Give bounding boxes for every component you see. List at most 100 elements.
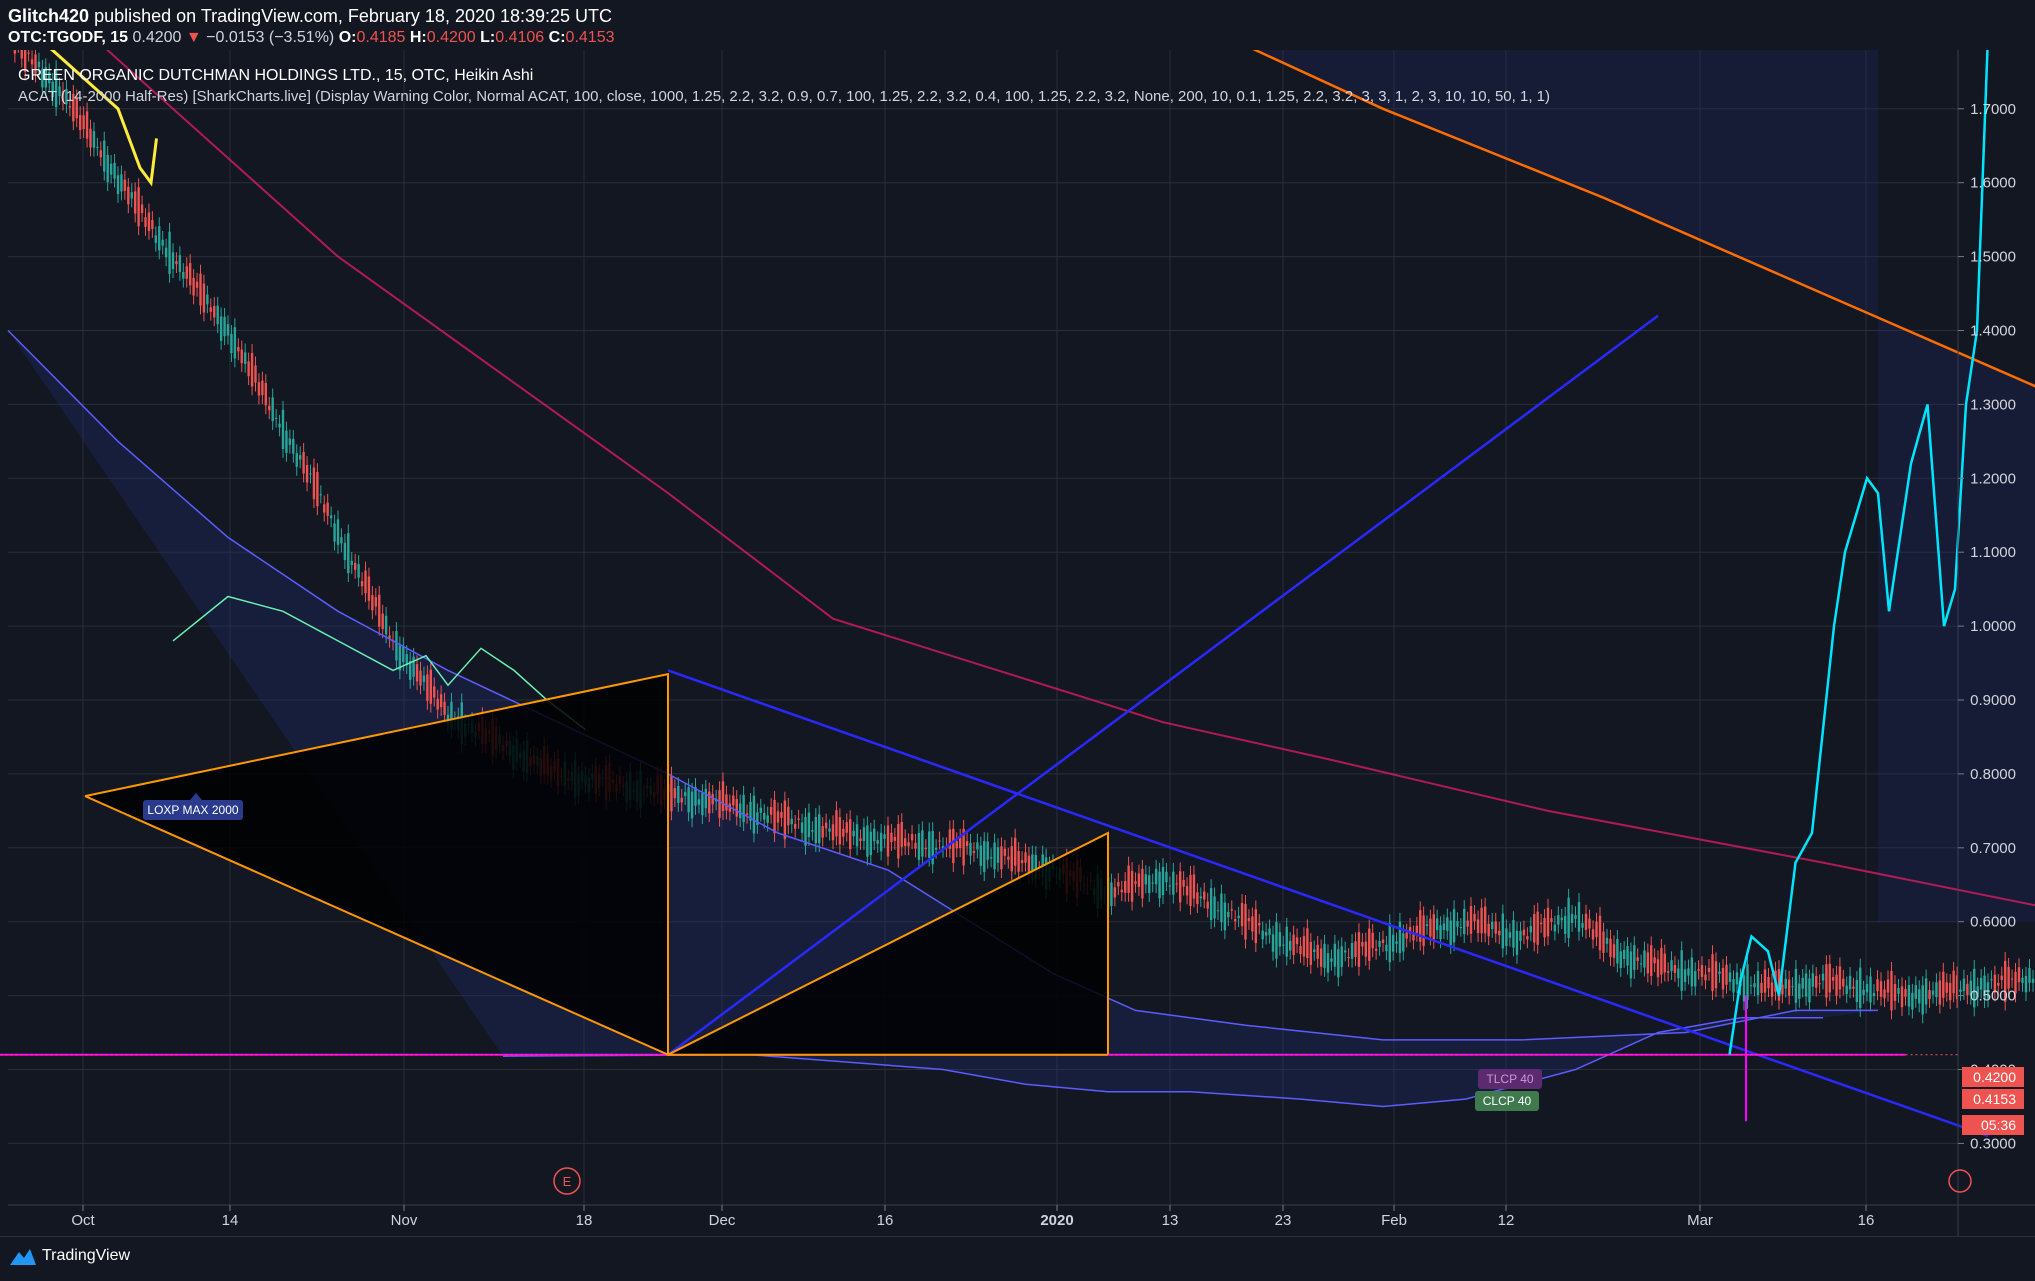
candle-body [381,614,383,630]
candle-body [1169,885,1171,886]
candle-body [1757,971,1759,995]
candle-body [894,837,896,841]
candle-body [1426,924,1428,926]
candle-body [1172,872,1174,895]
candle-body [684,792,686,796]
loxp-label: LOXP MAX 2000 [147,803,238,817]
candle-body [2021,978,2023,983]
candle-body [271,397,273,421]
candle-body [1310,942,1312,965]
candle-body [1839,966,1841,989]
candle-body [883,834,885,839]
candle-body [842,829,844,837]
candle-body [1296,937,1298,944]
candle-body [1399,922,1401,953]
candle-body [364,571,366,594]
low-value: 0.4106 [495,29,544,46]
candle-body [1932,991,1934,995]
study-title: GREEN ORGANIC DUTCHMAN HOLDINGS LTD., 15… [18,67,533,85]
last-price-tag: 0.4200 [1973,1069,2016,1085]
candle-body [1842,979,1844,987]
candle-body [1299,946,1301,954]
candle-body [1771,982,1773,996]
candle-body [1732,979,1734,992]
candle-body [1138,874,1140,887]
y-tick-label: 1.3000 [1970,396,2016,413]
candle-body [1805,973,1807,996]
candle-body [1564,916,1566,934]
candle-body [870,832,872,855]
candle-body [165,248,167,258]
candle-body [1650,945,1652,976]
x-tick-label: 18 [576,1212,593,1229]
candle-body [1210,888,1212,920]
candle-body [990,857,992,858]
candle-body [1829,964,1831,993]
y-tick-label: 1.6000 [1970,175,2016,192]
candle-body [1908,985,1910,1006]
candle-body [96,147,98,148]
earnings-label: E [563,1174,572,1189]
candle-body [1764,969,1766,992]
candle-body [897,824,899,859]
candle-body [763,813,765,820]
candle-body [182,272,184,279]
candle-body [859,838,861,841]
candle-body [1523,930,1525,936]
candle-body [93,131,95,147]
candle-body [1405,933,1407,939]
candle-body [196,282,198,288]
candle-body [828,828,830,831]
symbol-name[interactable]: OTC:TGODF, 15 [8,29,128,46]
candle-body [258,382,260,395]
candle-body [1928,990,1930,999]
candle-body [825,823,827,829]
candle-body [100,150,102,157]
candle-body [952,829,954,863]
candle-body [1422,915,1424,945]
candle-body [1021,860,1023,863]
candle-body [969,843,971,856]
candle-body [1708,968,1710,972]
candle-body [1234,919,1236,921]
clcp-label: CLCP 40 [1483,1094,1532,1108]
candle-body [282,410,284,449]
price-chart[interactable]: 1.80001.70001.60001.50001.40001.30001.20… [0,0,2035,1236]
candle-body [175,261,177,264]
candle-body [1684,969,1686,982]
candle-body [1248,918,1250,921]
candle-body [1990,979,1992,980]
candle-body [1303,936,1305,956]
candle-body [1561,918,1563,921]
candle-body [2018,967,2020,982]
candle-body [701,793,703,815]
candle-body [935,848,937,850]
candle-body [1114,887,1116,897]
candle-body [1653,957,1655,963]
candle-body [354,563,356,570]
x-tick-label: Mar [1687,1212,1713,1229]
candle-body [1220,893,1222,922]
candle-body [1911,993,1913,1010]
candle-body [1643,950,1645,967]
y-tick-label: 1.1000 [1970,544,2016,561]
candle-body [1946,982,1948,992]
candle-body [86,111,88,138]
candle-body [1505,928,1507,946]
candle-body [1997,983,1999,986]
candle-body [1736,972,1738,984]
indicator-legend[interactable]: ACAT (14-2000 Half-Res) [SharkCharts.liv… [18,88,1550,105]
candle-body [866,825,868,856]
candle-body [1141,869,1143,899]
candle-body [1571,914,1573,923]
candle-body [1477,919,1479,932]
candle-body [835,810,837,836]
tradingview-logo[interactable]: TradingView [10,1247,130,1265]
candle-body [110,164,112,175]
candle-body [1460,927,1462,928]
candle-body [1412,934,1414,940]
candle-body [206,295,208,305]
author-name[interactable]: Glitch420 [8,6,89,26]
candle-body [189,263,191,285]
candle-body [1155,869,1157,884]
